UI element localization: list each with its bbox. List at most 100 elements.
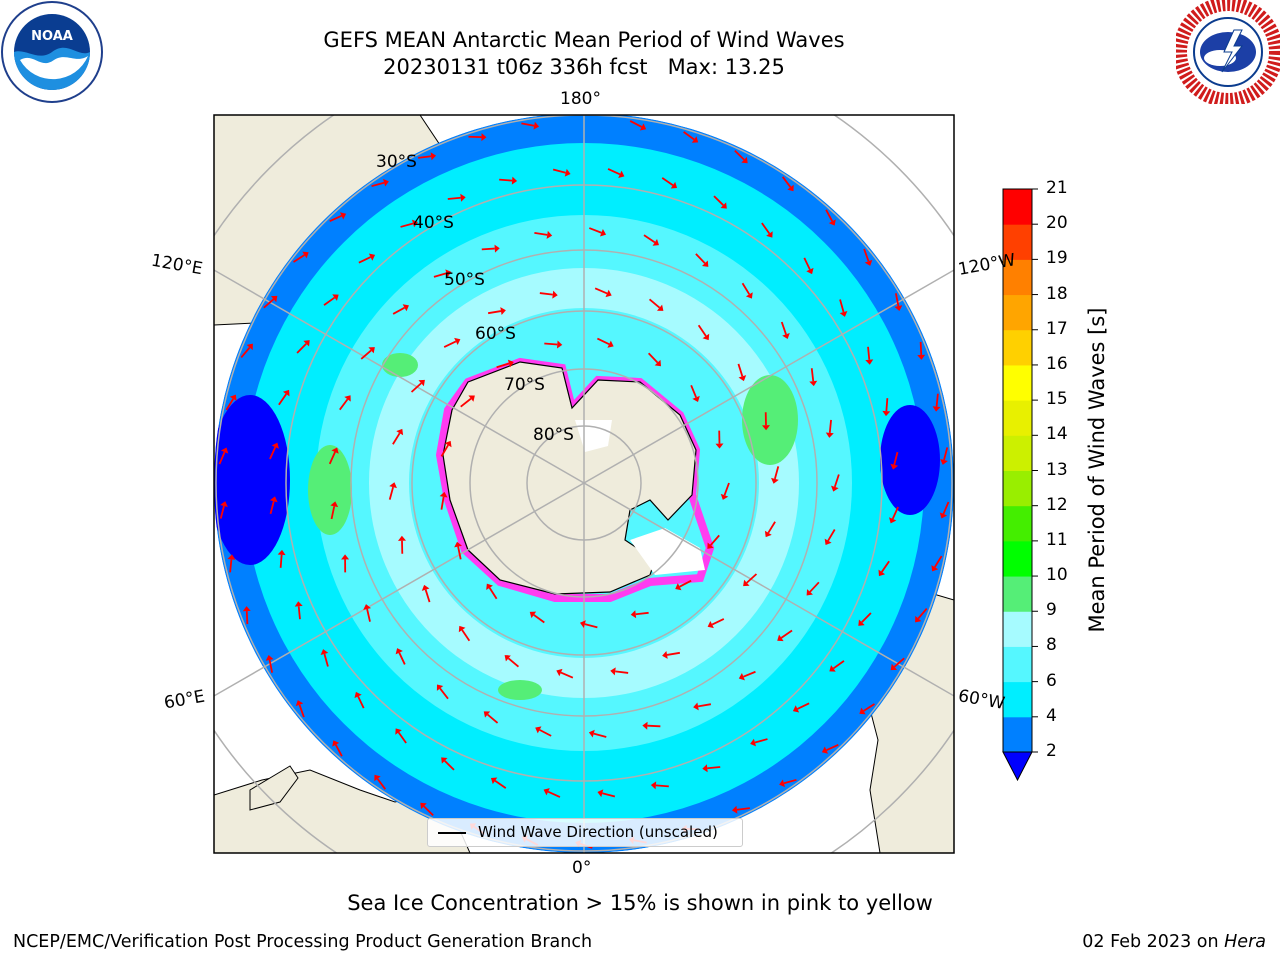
wind-wave-arrow-head: [787, 184, 794, 192]
wind-wave-arrow-head: [662, 650, 668, 659]
wind-wave-arrow-head: [639, 123, 647, 131]
wind-wave-arrow-head: [743, 579, 750, 587]
colorbar-tick-label: 11: [1046, 529, 1068, 550]
colorbar-tick-label: 15: [1046, 389, 1068, 410]
machine-name: Hera: [1224, 932, 1266, 952]
wind-wave-arrow-head: [882, 410, 891, 417]
wind-wave-arrow-shaft: [893, 657, 905, 668]
wind-wave-arrow-shaft: [934, 555, 943, 568]
wind-wave-arrow-head: [707, 620, 714, 629]
wind-wave-arrow-shaft: [615, 670, 629, 674]
wind-wave-arrow-shaft: [439, 687, 449, 700]
wind-wave-arrow-head: [878, 569, 886, 577]
wind-wave-arrow-head: [715, 443, 724, 449]
wind-wave-arrow-shaft: [919, 341, 923, 355]
wind-wave-arrow-head: [692, 395, 700, 402]
wind-wave-arrow-head: [890, 663, 898, 671]
colorbar-tick-label: 4: [1046, 705, 1057, 726]
colorbar-segment: [1003, 505, 1032, 542]
wind-wave-arrow-head: [599, 229, 607, 237]
wind-wave-arrow-shaft: [607, 168, 621, 176]
wind-wave-arrow-head: [777, 634, 784, 642]
wind-wave-arrow-shaft: [329, 215, 342, 222]
low-period-patch-west: [214, 395, 290, 565]
wind-wave-arrow-head: [731, 805, 738, 814]
wind-wave-arrow-shaft: [741, 282, 751, 295]
wind-wave-arrow-shaft: [278, 393, 287, 406]
wind-wave-arrow-head: [398, 535, 407, 541]
wind-wave-arrow-head: [825, 432, 834, 438]
wind-wave-arrow-head: [368, 253, 376, 261]
wind-wave-arrow-shaft: [443, 340, 457, 348]
wind-wave-arrow-shaft: [410, 382, 422, 393]
wind-wave-arrow-shaft: [279, 554, 283, 568]
wind-wave-arrow-head: [227, 554, 236, 560]
wind-wave-arrow-head: [481, 133, 487, 142]
wind-wave-arrow-shaft: [781, 176, 792, 188]
wind-wave-arrow-head: [460, 193, 466, 202]
wind-wave-arrow-shaft: [293, 254, 305, 263]
wind-wave-arrow-shaft: [711, 618, 725, 626]
wind-wave-arrow-head: [889, 517, 897, 524]
wind-wave-arrow-shaft: [917, 607, 928, 620]
wind-wave-arrow-shaft: [736, 807, 750, 811]
wind-wave-arrow-shaft: [803, 257, 811, 270]
wind-wave-arrow-head: [607, 340, 614, 348]
wind-wave-arrow-shaft: [269, 501, 275, 515]
wind-wave-arrow-head: [917, 354, 926, 360]
wind-wave-arrow-head: [915, 615, 922, 623]
wind-wave-arrow-head: [529, 611, 537, 619]
wind-wave-arrow-shaft: [488, 587, 498, 600]
wind-wave-arrow-head: [320, 649, 329, 656]
wind-wave-arrow-shaft: [723, 482, 730, 496]
wind-wave-arrow-head: [693, 702, 699, 711]
wind-wave-arrow-head: [691, 136, 699, 143]
wind-wave-arrow-shaft: [655, 784, 669, 788]
wind-wave-arrow-shaft: [832, 660, 845, 670]
wind-wave-arrow-shaft: [487, 713, 499, 724]
wind-wave-arrow-shaft: [881, 560, 890, 573]
wind-wave-arrow-head: [374, 774, 381, 782]
wind-wave-arrow-shaft: [496, 362, 510, 369]
wind-wave-arrow-shaft: [397, 731, 407, 744]
national-weather-service-logo: [1176, 0, 1280, 104]
wind-wave-arrow-head: [782, 332, 790, 340]
wind-wave-arrow-head: [839, 310, 848, 317]
wind-wave-arrow-shaft: [593, 732, 607, 738]
wind-wave-direction-arrows: [218, 120, 950, 849]
colorbar-tick-label: 18: [1046, 283, 1068, 304]
legend-line-sample: [438, 832, 466, 834]
wind-wave-arrow-head: [610, 667, 616, 676]
colorbar-tick-label: 14: [1046, 424, 1068, 445]
wind-wave-arrow-shaft: [697, 324, 707, 337]
credit-line: NCEP/EMC/Verification Post Processing Pr…: [13, 932, 593, 952]
wind-wave-arrow-shaft: [709, 534, 720, 546]
wind-wave-arrow-shaft: [893, 451, 899, 465]
map-legend: Wind Wave Direction (unscaled): [427, 818, 743, 847]
wind-wave-arrow-head: [331, 447, 339, 454]
colorbar-tick-label: 9: [1046, 600, 1057, 621]
wind-wave-arrow-shaft: [328, 451, 336, 465]
wind-wave-arrow-head: [363, 604, 372, 610]
wind-wave-arrow-shaft: [647, 352, 659, 364]
wind-wave-arrow-shaft: [296, 343, 307, 354]
lon-label-180: 180°: [560, 89, 601, 109]
wind-wave-arrow-head: [418, 379, 425, 387]
wind-wave-arrow-shaft: [440, 444, 449, 457]
colorbar-tick-label: 19: [1046, 248, 1068, 269]
wind-wave-arrow-head: [670, 181, 678, 189]
wind-wave-arrow-head: [932, 406, 941, 412]
wind-wave-arrow-head: [395, 648, 403, 655]
wind-wave-arrow-shaft: [339, 398, 349, 411]
wind-wave-arrow-head: [702, 764, 708, 773]
colorbar-segment: [1003, 259, 1032, 296]
wind-wave-arrow-shaft: [392, 306, 405, 315]
wind-wave-arrow-head: [824, 538, 832, 545]
wind-wave-arrow-head: [396, 428, 404, 436]
wind-wave-arrow-shaft: [392, 432, 401, 445]
chart-title: GEFS MEAN Antarctic Mean Period of Wind …: [323, 28, 845, 52]
wind-wave-arrow-head: [507, 359, 514, 368]
madagascar-landmass: [249, 765, 299, 811]
wind-wave-arrow-shaft: [891, 506, 899, 520]
wind-wave-arrow-shaft: [783, 778, 797, 785]
